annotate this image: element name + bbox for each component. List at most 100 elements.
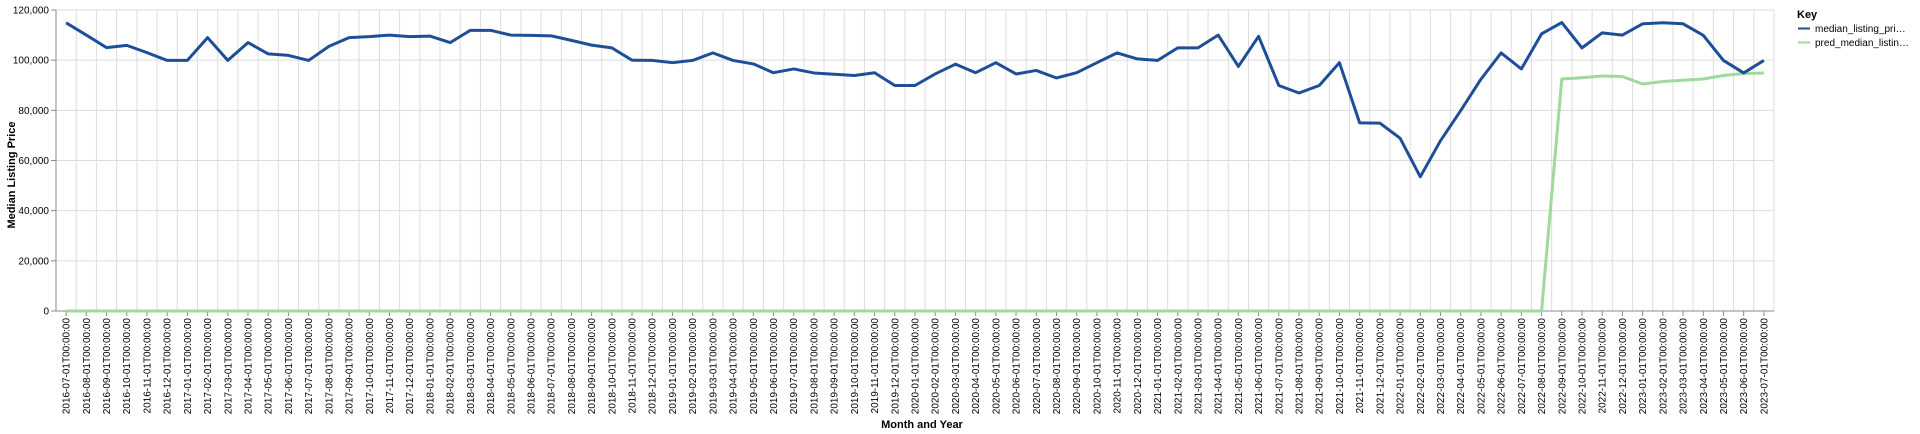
x-tick-label: 2020-03-01T00:00:00 [951, 318, 962, 415]
x-tick-label: 2017-07-01T00:00:00 [304, 318, 315, 415]
x-tick-label: 2020-07-01T00:00:00 [1032, 318, 1043, 415]
x-tick-label: 2022-06-01T00:00:00 [1497, 318, 1508, 415]
x-tick-label: 2022-07-01T00:00:00 [1517, 318, 1528, 415]
x-tick-label: 2021-02-01T00:00:00 [1173, 318, 1184, 415]
x-tick-label: 2021-03-01T00:00:00 [1193, 318, 1204, 415]
x-tick-label: 2019-07-01T00:00:00 [789, 318, 800, 415]
x-tick-label: 2021-06-01T00:00:00 [1254, 318, 1265, 415]
y-tick-label: 80,000 [18, 106, 49, 117]
x-tick-label: 2017-04-01T00:00:00 [244, 318, 255, 415]
y-tick-label: 100,000 [13, 56, 50, 67]
x-tick-label: 2020-01-01T00:00:00 [911, 318, 922, 415]
x-tick-label: 2020-02-01T00:00:00 [931, 318, 942, 415]
legend: Key median_listing_pri… pred_median_listi… [1797, 9, 1909, 49]
x-tick-label: 2018-05-01T00:00:00 [506, 318, 517, 415]
x-tick-label: 2019-01-01T00:00:00 [668, 318, 679, 415]
x-tick-label: 2023-05-01T00:00:00 [1719, 318, 1730, 415]
x-tick-label: 2020-04-01T00:00:00 [971, 318, 982, 415]
x-tick-label: 2020-08-01T00:00:00 [1052, 318, 1063, 415]
x-tick-label: 2019-10-01T00:00:00 [850, 318, 861, 415]
x-tick-label: 2017-05-01T00:00:00 [264, 318, 275, 415]
x-tick-label: 2021-04-01T00:00:00 [1214, 318, 1225, 415]
x-tick-label: 2020-05-01T00:00:00 [991, 318, 1002, 415]
x-tick-label: 2019-04-01T00:00:00 [729, 318, 740, 415]
x-axis-title: Month and Year [881, 419, 963, 431]
x-tick-label: 2023-06-01T00:00:00 [1739, 318, 1750, 415]
x-tick-label: 2019-05-01T00:00:00 [749, 318, 760, 415]
x-tick-label: 2018-04-01T00:00:00 [486, 318, 497, 415]
x-tick-label: 2018-01-01T00:00:00 [425, 318, 436, 415]
x-tick-label: 2019-06-01T00:00:00 [769, 318, 780, 415]
x-tick-label: 2019-03-01T00:00:00 [708, 318, 719, 415]
y-axis: 0 20,000 40,000 60,000 80,000 100,000 120,000 [13, 6, 57, 318]
x-tick-label: 2022-03-01T00:00:00 [1436, 318, 1447, 415]
x-tick-label: 2022-08-01T00:00:00 [1537, 318, 1548, 415]
x-tick-label: 2022-10-01T00:00:00 [1577, 318, 1588, 415]
legend-title: Key [1797, 9, 1818, 21]
x-tick-label: 2018-03-01T00:00:00 [466, 318, 477, 415]
x-tick-label: 2017-06-01T00:00:00 [284, 318, 295, 415]
x-tick-label: 2019-11-01T00:00:00 [870, 318, 881, 414]
legend-items: median_listing_pri… pred_median_listin… [1798, 24, 1909, 49]
x-tick-label: 2020-11-01T00:00:00 [1113, 318, 1124, 414]
x-tick-label: 2021-01-01T00:00:00 [1153, 318, 1164, 415]
legend-label: median_listing_pri… [1815, 24, 1906, 35]
y-tick-label: 40,000 [18, 206, 49, 217]
x-tick-label: 2017-12-01T00:00:00 [405, 318, 416, 415]
x-tick-label: 2023-03-01T00:00:00 [1679, 318, 1690, 415]
x-tick-label: 2021-12-01T00:00:00 [1375, 318, 1386, 415]
x-tick-label: 2023-04-01T00:00:00 [1699, 318, 1710, 415]
series-line [66, 71, 1764, 313]
series-line [65, 21, 1765, 179]
x-tick-label: 2016-10-01T00:00:00 [122, 318, 133, 415]
y-tick-label: 0 [43, 307, 49, 318]
x-tick-label: 2022-04-01T00:00:00 [1456, 318, 1467, 415]
x-tick-label: 2016-07-01T00:00:00 [62, 318, 73, 415]
x-axis: 2016-07-01T00:00:00 2016-08-01T00:00:00 20… [56, 310, 1774, 415]
x-tick-label: 2022-11-01T00:00:00 [1598, 318, 1609, 414]
x-tick-label: 2022-01-01T00:00:00 [1396, 318, 1407, 415]
x-tick-label: 2020-12-01T00:00:00 [1133, 318, 1144, 415]
x-tick-label: 2018-10-01T00:00:00 [607, 318, 618, 415]
x-tick-label: 2019-12-01T00:00:00 [890, 318, 901, 415]
x-tick-label: 2016-09-01T00:00:00 [102, 318, 113, 415]
x-tick-label: 2016-12-01T00:00:00 [163, 318, 174, 415]
x-tick-label: 2022-12-01T00:00:00 [1618, 318, 1629, 415]
x-tick-label: 2018-09-01T00:00:00 [587, 318, 598, 415]
x-tick-label: 2021-09-01T00:00:00 [1315, 318, 1326, 415]
y-tick-label: 120,000 [13, 6, 50, 17]
x-tick-label: 2019-08-01T00:00:00 [809, 318, 820, 415]
x-tick-label: 2019-02-01T00:00:00 [688, 318, 699, 415]
x-tick-label: 2018-12-01T00:00:00 [648, 318, 659, 415]
x-tick-label: 2022-02-01T00:00:00 [1416, 318, 1427, 415]
x-tick-label: 2020-10-01T00:00:00 [1092, 318, 1103, 415]
x-tick-label: 2017-08-01T00:00:00 [324, 318, 335, 415]
x-tick-label: 2018-07-01T00:00:00 [547, 318, 558, 415]
x-tick-label: 2021-08-01T00:00:00 [1295, 318, 1306, 415]
x-tick-label: 2022-09-01T00:00:00 [1557, 318, 1568, 415]
x-tick-label: 2017-02-01T00:00:00 [203, 318, 214, 415]
x-tick-label: 2018-08-01T00:00:00 [567, 318, 578, 415]
series-layer [65, 21, 1765, 313]
x-tick-label: 2016-08-01T00:00:00 [82, 318, 93, 415]
x-tick-label: 2018-06-01T00:00:00 [526, 318, 537, 415]
x-tick-label: 2022-05-01T00:00:00 [1476, 318, 1487, 415]
x-tick-label: 2020-09-01T00:00:00 [1072, 318, 1083, 415]
x-tick-label: 2021-10-01T00:00:00 [1335, 318, 1346, 415]
x-tick-label: 2017-11-01T00:00:00 [385, 318, 396, 414]
x-tick-label: 2018-11-01T00:00:00 [628, 318, 639, 414]
x-tick-label: 2023-07-01T00:00:00 [1759, 318, 1770, 415]
x-tick-label: 2016-11-01T00:00:00 [142, 318, 153, 414]
y-axis-title: Median Listing Price [6, 122, 18, 229]
x-tick-label: 2021-11-01T00:00:00 [1355, 318, 1366, 414]
x-tick-label: 2023-02-01T00:00:00 [1658, 318, 1669, 415]
x-tick-label: 2019-09-01T00:00:00 [830, 318, 841, 415]
x-tick-label: 2023-01-01T00:00:00 [1638, 318, 1649, 415]
x-tick-label: 2021-07-01T00:00:00 [1274, 318, 1285, 415]
y-tick-label: 20,000 [18, 256, 49, 267]
x-tick-label: 2017-10-01T00:00:00 [365, 318, 376, 415]
x-tick-label: 2020-06-01T00:00:00 [1012, 318, 1023, 415]
x-tick-label: 2021-05-01T00:00:00 [1234, 318, 1245, 415]
y-tick-label: 60,000 [18, 156, 49, 167]
